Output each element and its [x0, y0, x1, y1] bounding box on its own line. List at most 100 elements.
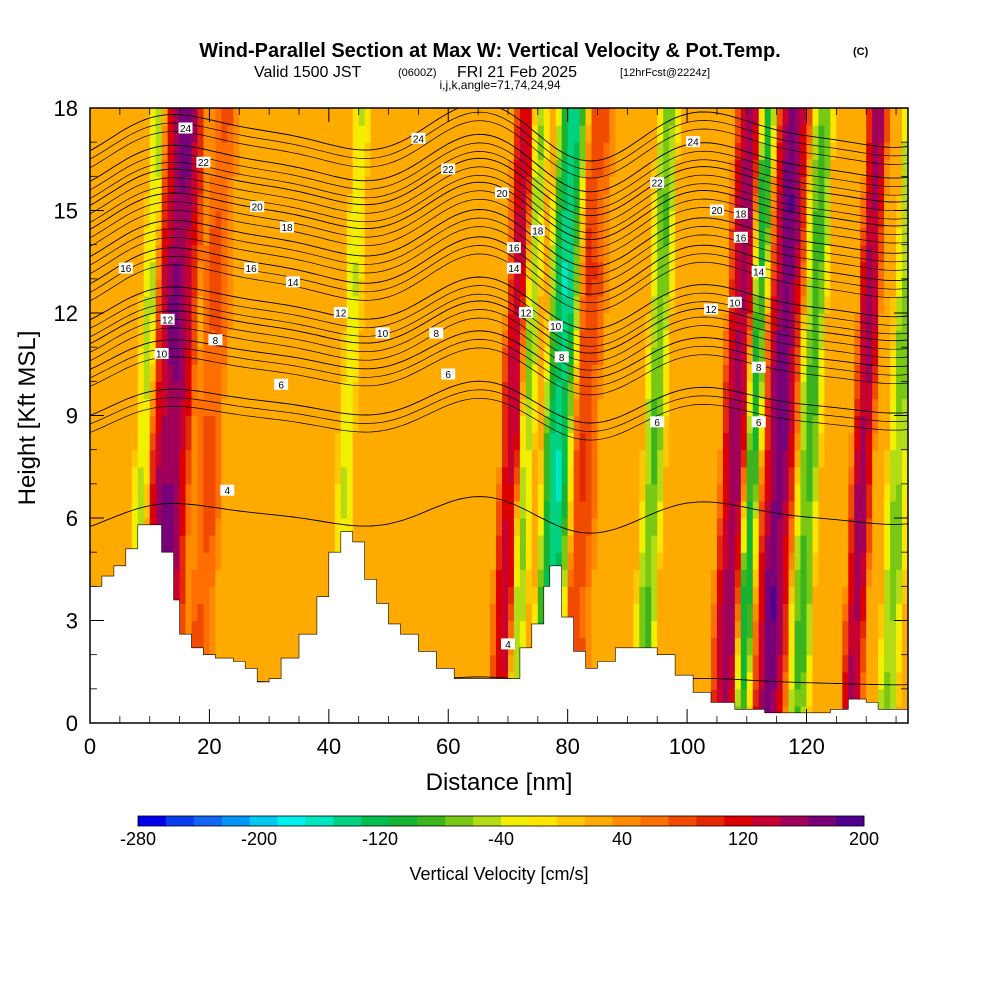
- velocity-cell: [699, 449, 706, 468]
- velocity-cell: [257, 142, 264, 160]
- velocity-cell: [143, 244, 151, 263]
- velocity-cell: [436, 432, 443, 451]
- velocity-cell: [800, 688, 808, 707]
- velocity-cell: [400, 244, 408, 263]
- velocity-cell: [800, 432, 808, 451]
- velocity-cell: [716, 569, 724, 587]
- velocity-cell: [878, 398, 885, 417]
- velocity-cell: [275, 108, 282, 126]
- velocity-cell: [567, 347, 575, 365]
- velocity-cell: [824, 500, 831, 519]
- velocity-cell: [693, 637, 700, 656]
- velocity-cell: [675, 620, 682, 639]
- velocity-cell: [657, 278, 664, 297]
- velocity-cell: [824, 330, 831, 348]
- velocity-cell: [633, 330, 640, 348]
- velocity-cell: [382, 176, 390, 195]
- velocity-cell: [245, 142, 252, 160]
- velocity-cell: [543, 569, 551, 587]
- velocity-cell: [669, 518, 676, 536]
- velocity-cell: [293, 415, 300, 434]
- velocity-cell: [257, 603, 264, 622]
- velocity-cell: [519, 483, 527, 502]
- velocity-cell: [304, 552, 312, 570]
- velocity-cell: [472, 398, 479, 417]
- velocity-cell: [704, 432, 712, 451]
- velocity-cell: [101, 244, 109, 263]
- velocity-cell: [740, 449, 748, 468]
- velocity-cell: [675, 210, 682, 229]
- velocity-cell: [758, 125, 766, 143]
- velocity-cell: [287, 278, 294, 297]
- velocity-cell: [221, 210, 228, 229]
- velocity-cell: [579, 518, 587, 536]
- velocity-cell: [854, 518, 861, 536]
- velocity-cell: [764, 603, 772, 622]
- velocity-cell: [693, 244, 700, 263]
- velocity-cell: [537, 381, 545, 400]
- velocity-cell: [806, 244, 814, 263]
- velocity-cell: [591, 278, 599, 297]
- velocity-cell: [806, 500, 814, 519]
- velocity-cell: [376, 415, 384, 434]
- velocity-cell: [657, 244, 664, 263]
- velocity-cell: [358, 432, 366, 451]
- velocity-cell: [472, 552, 479, 570]
- velocity-cell: [376, 449, 384, 468]
- velocity-cell: [657, 347, 664, 365]
- velocity-cell: [824, 364, 831, 382]
- velocity-cell: [209, 449, 216, 468]
- velocity-cell: [687, 108, 694, 126]
- velocity-cell: [382, 227, 390, 246]
- velocity-cell: [633, 535, 640, 553]
- velocity-cell: [358, 347, 366, 365]
- velocity-cell: [519, 176, 527, 195]
- velocity-cell: [113, 210, 121, 229]
- velocity-cell: [842, 381, 849, 400]
- velocity-cell: [681, 620, 688, 639]
- velocity-cell: [830, 330, 837, 348]
- velocity-cell: [400, 176, 408, 195]
- velocity-cell: [639, 535, 646, 553]
- velocity-cell: [842, 347, 849, 365]
- velocity-cell: [179, 500, 187, 519]
- velocity-cell: [573, 586, 581, 605]
- velocity-cell: [257, 449, 264, 468]
- velocity-cell: [257, 295, 264, 314]
- velocity-cell: [466, 552, 473, 570]
- velocity-cell: [346, 313, 354, 331]
- velocity-cell: [436, 227, 443, 246]
- velocity-cell: [155, 500, 163, 519]
- velocity-cell: [239, 381, 246, 400]
- velocity-cell: [370, 347, 378, 365]
- velocity-cell: [567, 518, 575, 536]
- velocity-cell: [872, 193, 879, 212]
- velocity-cell: [639, 518, 646, 536]
- velocity-cell: [609, 518, 617, 536]
- velocity-cell: [400, 261, 408, 280]
- velocity-cell: [693, 552, 700, 570]
- velocity-cell: [902, 159, 908, 177]
- velocity-cell: [794, 637, 802, 656]
- velocity-cell: [549, 295, 557, 314]
- velocity-cell: [848, 603, 855, 622]
- velocity-cell: [776, 671, 784, 690]
- velocity-cell: [293, 295, 300, 314]
- velocity-cell: [693, 159, 700, 177]
- velocity-cell: [561, 330, 569, 348]
- velocity-cell: [603, 364, 611, 382]
- velocity-cell: [519, 569, 527, 587]
- velocity-cell: [728, 142, 736, 160]
- velocity-cell: [179, 415, 187, 434]
- velocity-cell: [782, 415, 790, 434]
- velocity-cell: [263, 347, 270, 365]
- velocity-cell: [436, 535, 443, 553]
- velocity-cell: [418, 364, 425, 382]
- velocity-cell: [460, 535, 467, 553]
- velocity-cell: [842, 227, 849, 246]
- velocity-cell: [501, 518, 509, 536]
- velocity-cell: [125, 193, 133, 212]
- velocity-cell: [173, 500, 181, 519]
- velocity-cell: [167, 347, 175, 365]
- velocity-cell: [890, 535, 897, 553]
